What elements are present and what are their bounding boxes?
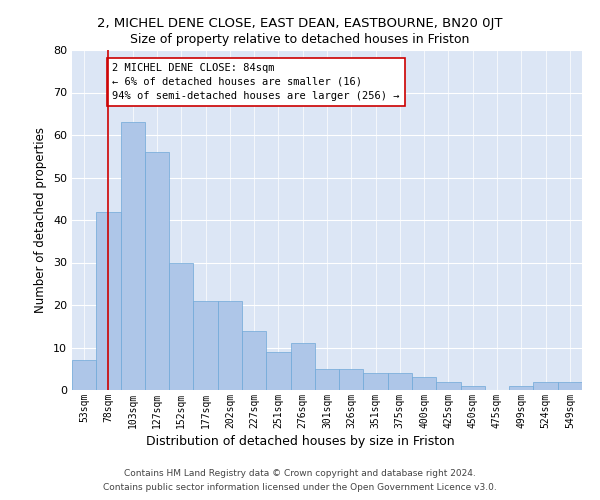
Y-axis label: Number of detached properties: Number of detached properties <box>34 127 47 313</box>
Bar <box>193 300 218 390</box>
Bar <box>242 330 266 390</box>
Bar <box>436 382 461 390</box>
Bar <box>145 152 169 390</box>
Bar <box>290 343 315 390</box>
Bar <box>509 386 533 390</box>
Bar <box>315 369 339 390</box>
Bar <box>72 360 96 390</box>
Text: Contains HM Land Registry data © Crown copyright and database right 2024.: Contains HM Land Registry data © Crown c… <box>124 468 476 477</box>
Bar <box>218 300 242 390</box>
Bar <box>461 386 485 390</box>
Bar <box>339 369 364 390</box>
Bar <box>558 382 582 390</box>
Bar <box>388 373 412 390</box>
Bar <box>533 382 558 390</box>
Bar <box>121 122 145 390</box>
Text: 2 MICHEL DENE CLOSE: 84sqm
← 6% of detached houses are smaller (16)
94% of semi-: 2 MICHEL DENE CLOSE: 84sqm ← 6% of detac… <box>112 62 400 101</box>
Text: Contains public sector information licensed under the Open Government Licence v3: Contains public sector information licen… <box>103 484 497 492</box>
Text: Distribution of detached houses by size in Friston: Distribution of detached houses by size … <box>146 435 454 448</box>
Text: 2, MICHEL DENE CLOSE, EAST DEAN, EASTBOURNE, BN20 0JT: 2, MICHEL DENE CLOSE, EAST DEAN, EASTBOU… <box>97 18 503 30</box>
Bar <box>412 377 436 390</box>
Bar <box>266 352 290 390</box>
Bar <box>364 373 388 390</box>
Bar <box>96 212 121 390</box>
Text: Size of property relative to detached houses in Friston: Size of property relative to detached ho… <box>130 32 470 46</box>
Bar <box>169 262 193 390</box>
